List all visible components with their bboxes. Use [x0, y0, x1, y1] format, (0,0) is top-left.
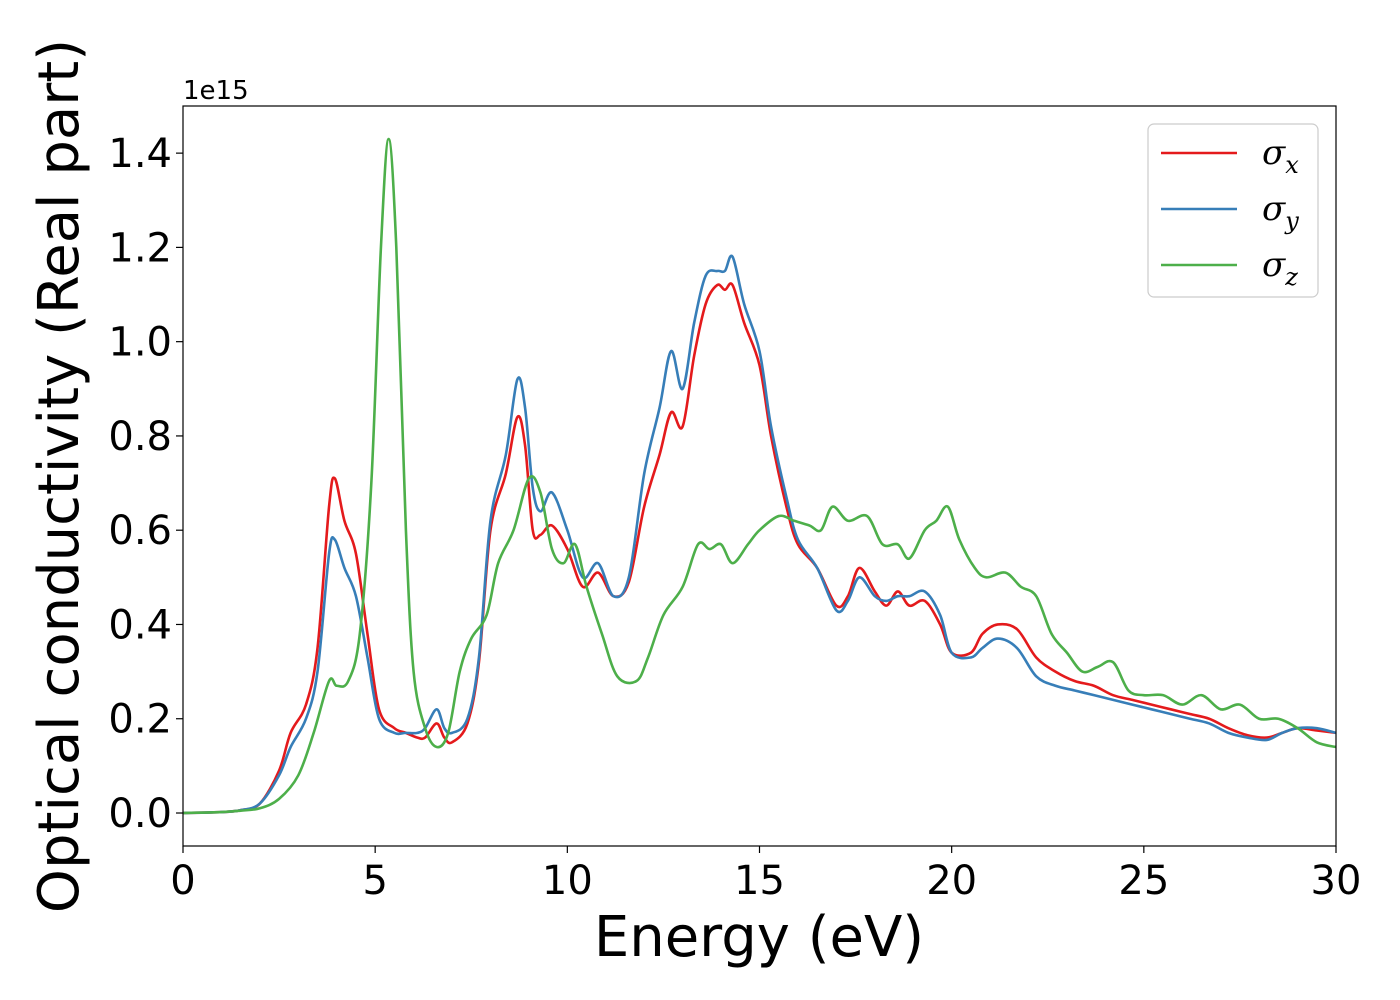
series-line-x	[183, 282, 1336, 815]
x-tick-label: 20	[926, 858, 977, 904]
legend-box	[1147, 123, 1319, 298]
series-line-z	[183, 137, 1336, 815]
series-line-y	[183, 254, 1336, 815]
y-axis: 0.0 0.2 0.4 0.6 0.8 1.0 1.2 1.4	[108, 131, 183, 837]
y-offset-text: 1e15	[183, 76, 249, 106]
x-tick-label: 10	[542, 858, 593, 904]
y-tick-label: 0.8	[108, 414, 172, 460]
y-axis-title: Optical conductivity (Real part)	[27, 39, 92, 913]
x-tick-label: 25	[1118, 858, 1169, 904]
y-tick-label: 1.0	[108, 320, 172, 366]
series-layer	[183, 137, 1336, 815]
x-axis: 0 5 10 15 20 25 30	[170, 846, 1361, 904]
x-tick-label: 15	[734, 858, 785, 904]
x-axis-title: Energy (eV)	[594, 905, 924, 970]
y-tick-label: 1.4	[108, 131, 172, 177]
y-tick-label: 1.2	[108, 225, 172, 271]
x-tick-label: 0	[170, 858, 195, 904]
y-tick-label: 0.0	[108, 791, 172, 837]
x-tick-label: 5	[362, 858, 387, 904]
y-tick-label: 0.6	[108, 508, 172, 554]
y-tick-label: 0.2	[108, 697, 172, 743]
y-tick-label: 0.4	[108, 602, 172, 648]
x-tick-label: 30	[1311, 858, 1362, 904]
